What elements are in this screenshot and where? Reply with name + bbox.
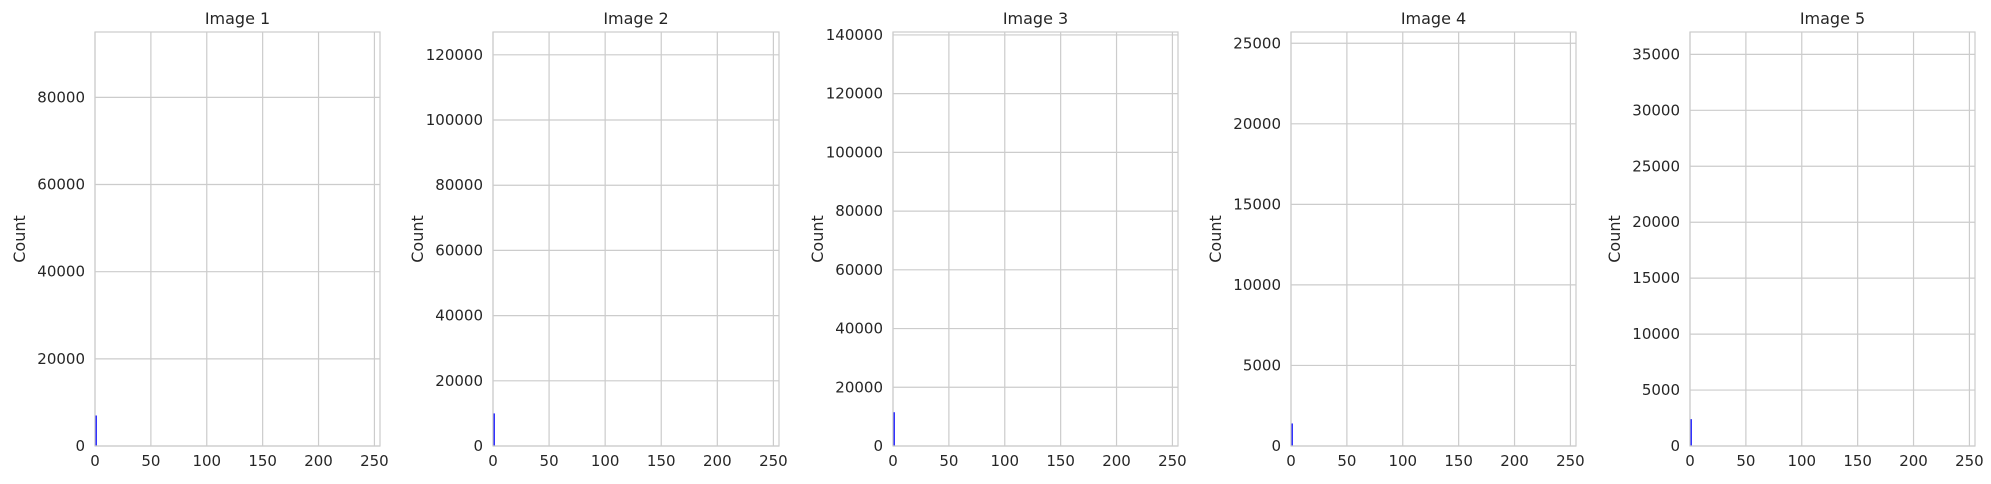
y-tick-label: 100000 xyxy=(826,143,883,161)
plot-frame xyxy=(1689,31,1976,447)
x-tick-label: 200 xyxy=(304,452,333,470)
histogram-bar xyxy=(1690,419,1692,446)
y-tick-label: 20000 xyxy=(835,378,883,396)
x-tick-label: 0 xyxy=(1685,452,1695,470)
y-tick-label: 0 xyxy=(473,437,483,455)
x-tick-label: 100 xyxy=(990,452,1019,470)
plot-frame xyxy=(492,31,780,447)
y-tick-label: 15000 xyxy=(1233,195,1281,213)
y-tick-label: 60000 xyxy=(435,241,483,259)
x-tick-label: 250 xyxy=(1158,452,1187,470)
x-tick-label: 50 xyxy=(1736,452,1755,470)
y-tick-label: 0 xyxy=(1670,437,1680,455)
histogram-panel: 0 50 100 150 200 250 0 20000 40000 60000 80000 1000… xyxy=(808,9,1187,470)
x-tick-label: 150 xyxy=(1046,452,1075,470)
histogram-bar xyxy=(493,413,495,446)
histogram-bar xyxy=(893,412,895,446)
y-tick-label: 20000 xyxy=(1233,115,1281,133)
y-tick-label: 20000 xyxy=(435,372,483,390)
y-tick-label: 25000 xyxy=(1233,34,1281,52)
histogram-bar xyxy=(1291,423,1293,446)
y-tick-label: 5000 xyxy=(1642,381,1680,399)
y-tick-label: 5000 xyxy=(1243,356,1281,374)
y-axis-label: Count xyxy=(1206,215,1225,263)
y-tick-label: 10000 xyxy=(1632,325,1680,343)
y-tick-label: 30000 xyxy=(1632,101,1680,119)
chart-title: Image 2 xyxy=(603,9,668,28)
x-tick-label: 0 xyxy=(488,452,498,470)
y-tick-label: 40000 xyxy=(835,320,883,338)
x-tick-label: 50 xyxy=(939,452,958,470)
y-axis-label: Count xyxy=(408,215,427,263)
histogram-panel: 0 50 100 150 200 250 0 5000 10000 15000 20000 25000… xyxy=(1206,9,1585,470)
y-tick-label: 100000 xyxy=(426,111,483,129)
x-tick-label: 0 xyxy=(90,452,100,470)
histogram-panel: 0 50 100 150 200 250 0 5000 10000 15000 20000 25000… xyxy=(1605,9,1984,470)
chart-title: Image 5 xyxy=(1800,9,1865,28)
y-tick-label: 20000 xyxy=(1632,213,1680,231)
x-tick-label: 200 xyxy=(1102,452,1131,470)
histogram-panel: 0 50 100 150 200 250 0 20000 40000 60000 80000 Imag… xyxy=(10,9,389,470)
y-tick-label: 0 xyxy=(873,437,883,455)
x-tick-label: 250 xyxy=(1556,452,1585,470)
x-tick-label: 100 xyxy=(192,452,221,470)
y-tick-label: 25000 xyxy=(1632,157,1680,175)
plot-frame xyxy=(1290,31,1577,447)
y-tick-label: 15000 xyxy=(1632,269,1680,287)
y-tick-label: 35000 xyxy=(1632,45,1680,63)
x-tick-label: 50 xyxy=(540,452,559,470)
x-tick-label: 0 xyxy=(888,452,898,470)
y-tick-label: 80000 xyxy=(435,176,483,194)
y-tick-label: 0 xyxy=(1271,437,1281,455)
y-tick-label: 80000 xyxy=(37,88,85,106)
y-tick-label: 60000 xyxy=(37,176,85,194)
x-tick-label: 200 xyxy=(703,452,732,470)
x-tick-label: 100 xyxy=(591,452,620,470)
y-tick-label: 40000 xyxy=(37,263,85,281)
y-tick-label: 120000 xyxy=(826,85,883,103)
y-tick-label: 10000 xyxy=(1233,276,1281,294)
x-tick-label: 150 xyxy=(647,452,676,470)
y-axis-label: Count xyxy=(1605,215,1624,263)
x-tick-label: 150 xyxy=(1444,452,1473,470)
plot-frame xyxy=(892,31,1179,447)
x-tick-label: 250 xyxy=(1955,452,1984,470)
y-tick-label: 120000 xyxy=(426,46,483,64)
y-tick-label: 140000 xyxy=(826,26,883,44)
x-tick-label: 100 xyxy=(1388,452,1417,470)
x-tick-label: 200 xyxy=(1500,452,1529,470)
chart-title: Image 3 xyxy=(1003,9,1068,28)
y-tick-label: 60000 xyxy=(835,261,883,279)
histogram-bar xyxy=(95,415,97,446)
x-tick-label: 50 xyxy=(141,452,160,470)
x-tick-label: 50 xyxy=(1337,452,1356,470)
histogram-panel: 0 50 100 150 200 250 0 20000 40000 60000 80000 1000… xyxy=(408,9,788,470)
y-tick-label: 0 xyxy=(75,437,85,455)
x-tick-label: 150 xyxy=(248,452,277,470)
chart-title: Image 1 xyxy=(205,9,270,28)
x-tick-label: 100 xyxy=(1787,452,1816,470)
y-tick-label: 80000 xyxy=(835,202,883,220)
x-tick-label: 250 xyxy=(360,452,389,470)
x-tick-label: 150 xyxy=(1843,452,1872,470)
y-tick-label: 20000 xyxy=(37,350,85,368)
x-tick-label: 250 xyxy=(759,452,788,470)
x-tick-label: 0 xyxy=(1286,452,1296,470)
y-axis-label: Count xyxy=(10,215,29,263)
chart-title: Image 4 xyxy=(1401,9,1466,28)
y-tick-label: 40000 xyxy=(435,307,483,325)
x-tick-label: 200 xyxy=(1899,452,1928,470)
y-axis-label: Count xyxy=(808,215,827,263)
plot-frame xyxy=(94,31,381,447)
